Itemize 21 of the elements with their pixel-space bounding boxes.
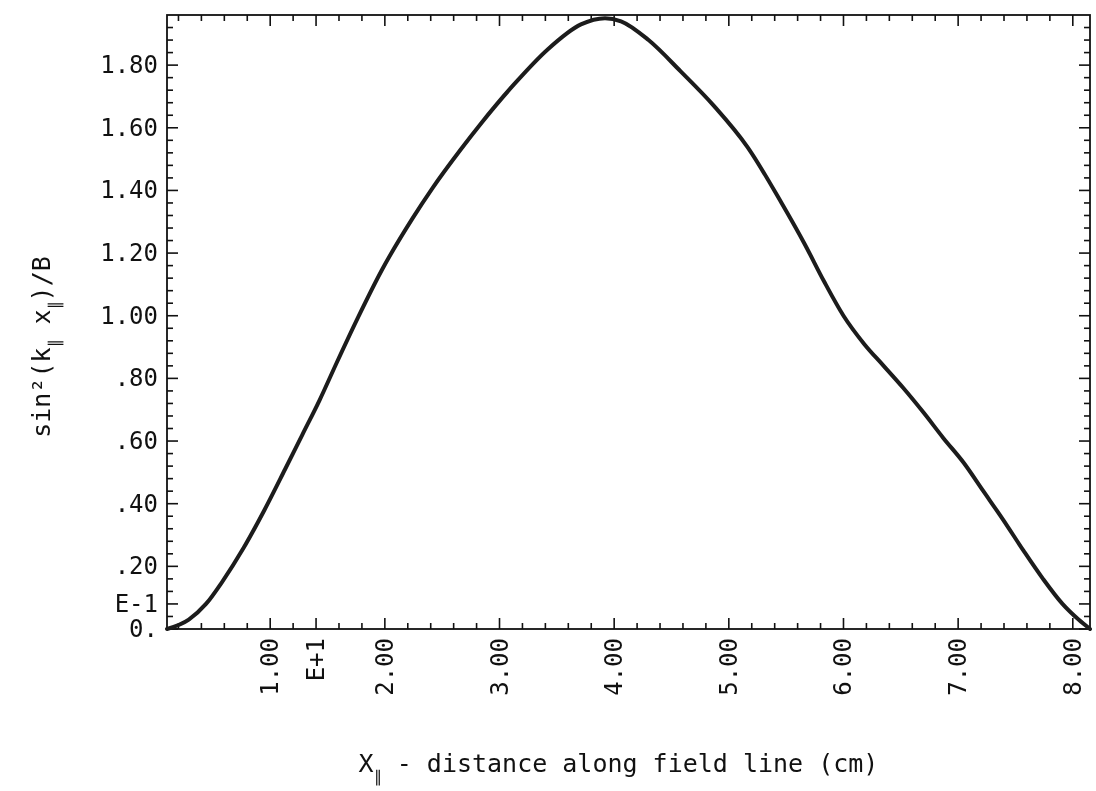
x-tick-label: 5.00: [714, 638, 743, 696]
y-tick-label: 1.60: [100, 113, 158, 142]
x-tick-label: 2.00: [370, 638, 399, 696]
x-tick-label: 7.00: [944, 638, 973, 696]
y-tick-label: E-1: [114, 589, 158, 618]
x-tick-label: 6.00: [829, 638, 858, 696]
y-tick-label: .80: [114, 364, 158, 393]
x-tick-label: 3.00: [485, 638, 514, 696]
x-tick-label: 4.00: [600, 638, 629, 696]
y-tick-label: 1.80: [100, 51, 158, 80]
y-tick-label: .60: [114, 427, 158, 456]
x-tick-label: E+1: [302, 638, 331, 682]
y-tick-label: .20: [114, 552, 158, 581]
y-tick-label: 1.20: [100, 239, 158, 268]
y-tick-label: 1.00: [100, 301, 158, 330]
x-tick-label: 8.00: [1058, 638, 1087, 696]
x-tick-label: 1.00: [256, 638, 285, 696]
y-tick-label: 0.: [129, 615, 158, 643]
y-tick-label: 1.40: [100, 176, 158, 205]
x-axis-title: X$_{∥}$ - distance along field line (cm): [358, 749, 879, 786]
y-tick-label: .40: [114, 489, 158, 518]
